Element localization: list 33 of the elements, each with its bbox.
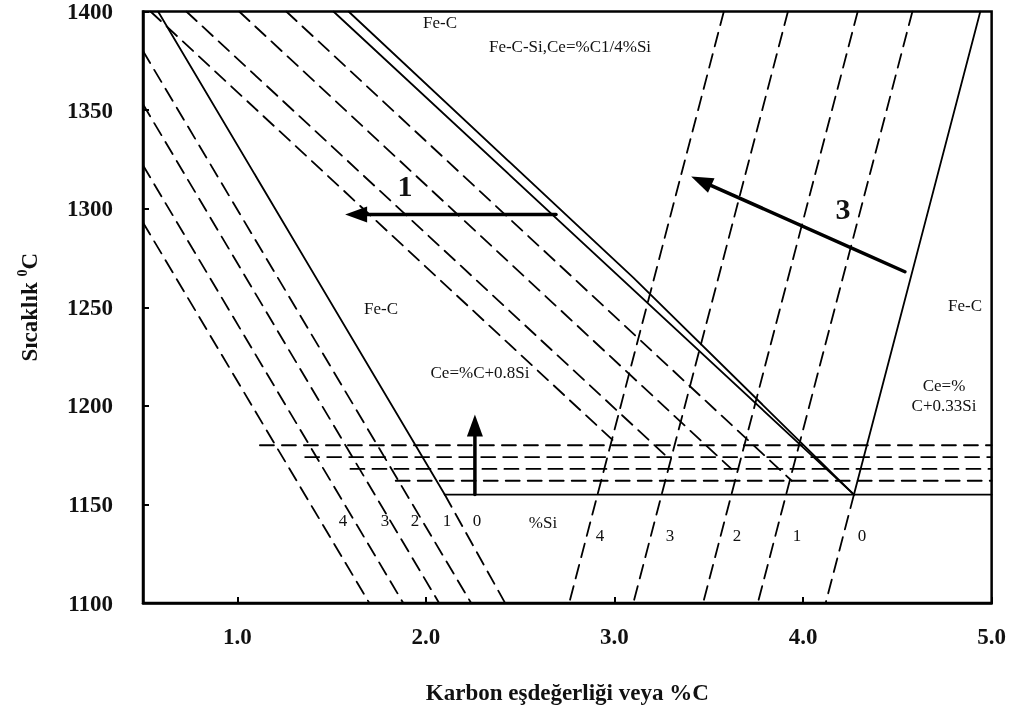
annotation: Ce=%C+0.8Si [430,362,530,382]
annotation: 2 [732,525,742,545]
annotation: 4 [595,525,605,545]
x-tick-label: 5.0 [977,624,1006,649]
x-tick-label: 4.0 [788,624,818,649]
annotation: Ce=% C+0.33Si [911,375,977,415]
annotation: 3 [665,525,675,545]
y-axis-title: Sıcaklık 0C [14,252,42,362]
annotation: %Si [528,512,558,532]
annotation: 0 [472,510,482,530]
y-tick-label: 1250 [67,294,113,320]
annotation: 3 [835,191,851,225]
annotation: Fe-C-Si,Ce=%C1/4%Si [488,36,652,56]
annotation: 1 [397,168,413,202]
annotation: Fe-C [364,298,398,318]
y-tick-label: 1150 [68,491,113,517]
annotation: Fe-C [423,12,457,32]
annotation: 1 [442,510,452,530]
annotation: 2 [410,510,420,530]
annotation: 4 [338,510,348,530]
annotation: 0 [857,525,867,545]
annotation: 3 [380,510,390,530]
x-axis-title: Karbon eşdeğerliği veya %C [425,680,709,705]
y-tick-label: 1100 [68,590,113,616]
y-tick-label: 1350 [67,97,113,123]
x-tick-label: 3.0 [600,624,629,649]
x-tick-label: 1.0 [222,624,252,649]
y-tick-label: 1300 [67,196,113,222]
x-tick-label: 2.0 [411,624,441,649]
y-tick-label: 1400 [67,0,113,24]
y-tick-label: 1200 [67,393,113,419]
annotation: Fe-C [948,295,982,315]
annotation: 1 [792,525,802,545]
